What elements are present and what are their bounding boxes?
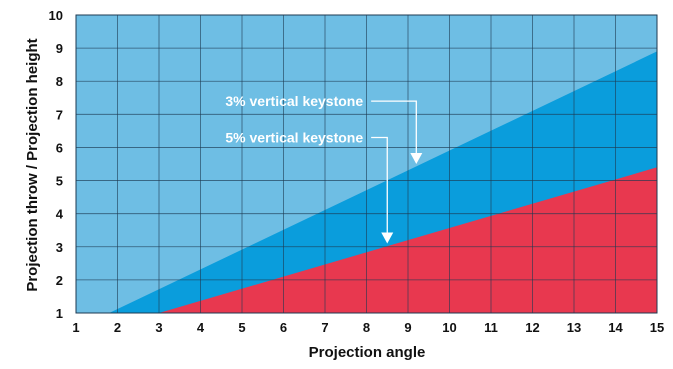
y-tick-label: 9: [56, 41, 63, 56]
annotation-arrow-head: [410, 153, 423, 164]
y-tick-label: 4: [56, 207, 64, 222]
x-tick-label: 6: [280, 320, 287, 335]
y-tick-label: 5: [56, 174, 63, 189]
y-tick-label: 1: [56, 306, 63, 321]
x-tick-label: 9: [404, 320, 411, 335]
annotation-arrow-line: [371, 136, 388, 234]
x-tick-label: 8: [363, 320, 370, 335]
annotation-arrow-head: [381, 232, 394, 244]
x-tick-label: 2: [114, 320, 121, 335]
y-tick-label: 8: [56, 74, 63, 89]
x-tick-label: 5: [238, 320, 245, 335]
y-tick-label: 6: [56, 140, 63, 155]
x-tick-label: 14: [608, 320, 623, 335]
annotation-label: 3% vertical keystone: [225, 93, 363, 109]
y-tick-label: 3: [56, 240, 63, 255]
y-tick-label: 10: [49, 8, 63, 23]
x-tick-label: 13: [567, 320, 581, 335]
annotation-label: 5% vertical keystone: [225, 130, 363, 146]
x-tick-label: 7: [321, 320, 328, 335]
plot-frame: [75, 14, 658, 314]
y-tick-label: 2: [56, 273, 63, 288]
x-tick-label: 4: [197, 320, 205, 335]
x-tick-label: 10: [442, 320, 456, 335]
x-tick-label: 11: [484, 320, 498, 335]
x-tick-label: 3: [155, 320, 162, 335]
x-tick-label: 12: [525, 320, 539, 335]
x-tick-label: 15: [650, 320, 664, 335]
x-axis-title: Projection angle: [309, 344, 426, 361]
annotation-arrow-line: [371, 100, 417, 154]
y-tick-label: 7: [56, 107, 63, 122]
y-axis-title: Projection throw / Projection height: [24, 38, 41, 291]
annotations: 3% vertical keystone 5% vertical keystone: [225, 93, 423, 244]
grid: [75, 14, 658, 314]
x-tick-label: 1: [72, 320, 79, 335]
